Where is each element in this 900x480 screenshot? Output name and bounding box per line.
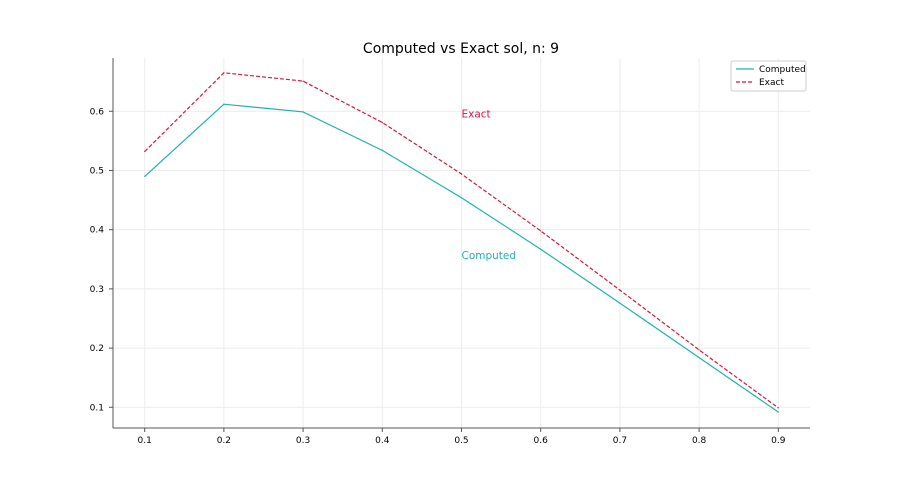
legend: Computed Exact xyxy=(730,60,807,92)
x-ticks: 0.1 0.2 0.3 0.4 0.5 0.6 0.7 0.8 0.9 xyxy=(138,428,786,446)
data-point-exact xyxy=(777,407,779,409)
y-tick-label: 0.6 xyxy=(90,107,105,117)
y-tick-label: 0.1 xyxy=(90,403,104,413)
data-point-computed xyxy=(144,175,146,177)
y-tick-label: 0.2 xyxy=(90,344,104,354)
x-tick-label: 0.3 xyxy=(296,436,310,446)
data-point-exact xyxy=(460,173,463,175)
x-tick-label: 0.6 xyxy=(534,436,549,446)
data-point-computed xyxy=(540,248,542,250)
data-point-computed xyxy=(619,302,621,304)
x-tick-label: 0.7 xyxy=(613,436,627,446)
x-tick-label: 0.5 xyxy=(454,436,468,446)
data-point-exact xyxy=(381,121,383,124)
annotations: Exact Computed xyxy=(462,109,517,262)
data-point-exact xyxy=(540,230,542,232)
legend-label-computed: Computed xyxy=(759,65,806,75)
annotation-computed: Computed xyxy=(462,250,517,262)
data-point-computed xyxy=(223,103,225,105)
data-point-computed xyxy=(698,356,700,359)
y-tick-label: 0.5 xyxy=(90,166,104,176)
data-point-computed xyxy=(777,411,779,413)
grid xyxy=(113,58,810,428)
x-tick-label: 0.8 xyxy=(692,436,707,446)
legend-label-exact: Exact xyxy=(759,78,784,88)
data-point-exact xyxy=(223,72,225,74)
series-lines xyxy=(144,72,779,413)
data-point-computed xyxy=(381,149,383,151)
data-point-computed xyxy=(460,197,463,199)
chart-title: Computed vs Exact sol, n: 9 xyxy=(363,41,559,57)
x-tick-label: 0.2 xyxy=(217,436,231,446)
data-point-exact xyxy=(619,289,621,291)
data-point-exact xyxy=(302,80,304,82)
data-point-exact xyxy=(698,349,700,351)
y-ticks: 0.1 0.2 0.3 0.4 0.5 0.6 xyxy=(90,107,113,413)
data-point-exact xyxy=(144,150,146,153)
y-tick-label: 0.4 xyxy=(90,226,105,236)
y-tick-label: 0.3 xyxy=(90,285,104,295)
x-tick-label: 0.1 xyxy=(138,436,152,446)
annotation-exact: Exact xyxy=(462,109,491,121)
x-tick-label: 0.9 xyxy=(771,436,786,446)
data-point-computed xyxy=(302,111,304,113)
x-tick-label: 0.4 xyxy=(375,436,390,446)
